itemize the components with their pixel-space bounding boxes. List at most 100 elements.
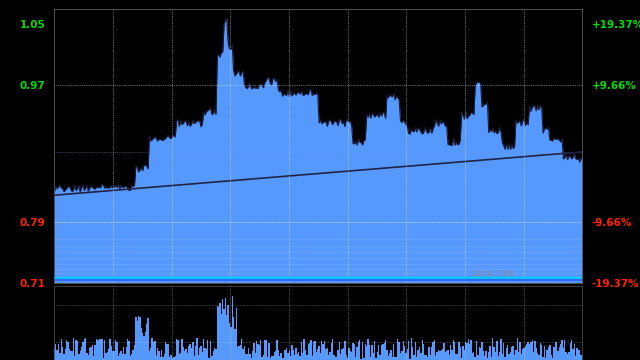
Bar xyxy=(292,350,294,360)
Bar xyxy=(370,357,371,360)
Bar xyxy=(195,346,196,360)
Bar xyxy=(77,341,78,360)
Bar xyxy=(540,343,541,360)
Bar xyxy=(463,350,465,360)
Bar xyxy=(439,351,440,360)
Bar xyxy=(141,328,142,360)
Bar xyxy=(107,352,108,360)
Bar xyxy=(239,345,241,360)
Bar xyxy=(145,332,146,360)
Bar xyxy=(530,342,531,360)
Bar xyxy=(362,342,363,360)
Bar xyxy=(510,352,511,360)
Bar xyxy=(180,353,181,360)
Bar xyxy=(226,315,227,360)
Bar xyxy=(101,339,102,360)
Bar xyxy=(474,357,476,360)
Bar xyxy=(417,350,419,360)
Bar xyxy=(325,349,326,360)
Bar xyxy=(423,344,424,360)
Bar xyxy=(138,316,140,360)
Bar xyxy=(243,349,244,360)
Bar xyxy=(252,351,253,360)
Bar xyxy=(143,336,145,360)
Bar xyxy=(534,341,536,360)
Bar xyxy=(363,357,365,360)
Bar xyxy=(348,348,349,360)
Bar xyxy=(316,352,317,360)
Bar xyxy=(506,347,507,360)
Bar xyxy=(451,350,452,360)
Bar xyxy=(216,306,218,360)
Bar xyxy=(283,358,284,360)
Bar xyxy=(173,356,175,360)
Bar xyxy=(152,338,153,360)
Bar xyxy=(426,355,427,360)
Bar xyxy=(442,349,444,360)
Bar xyxy=(189,343,191,360)
Bar xyxy=(115,340,116,360)
Bar xyxy=(346,355,347,360)
Bar xyxy=(476,341,477,360)
Bar xyxy=(488,352,490,360)
Bar xyxy=(67,342,68,360)
Bar xyxy=(175,356,176,360)
Bar xyxy=(58,344,59,360)
Bar xyxy=(106,353,107,360)
Bar xyxy=(420,354,422,360)
Bar xyxy=(347,358,348,360)
Bar xyxy=(310,340,312,360)
Bar xyxy=(276,340,278,360)
Bar xyxy=(549,345,550,360)
Bar xyxy=(320,354,321,360)
Bar xyxy=(419,347,420,360)
Bar xyxy=(165,342,166,360)
Bar xyxy=(244,346,245,360)
Bar xyxy=(555,342,556,360)
Bar xyxy=(468,339,469,360)
Bar xyxy=(205,348,207,360)
Bar xyxy=(113,351,115,360)
Bar xyxy=(154,341,156,360)
Bar xyxy=(567,354,568,360)
Bar xyxy=(548,347,549,360)
Bar xyxy=(81,347,82,360)
Bar xyxy=(56,350,58,360)
Bar xyxy=(253,343,255,360)
Bar xyxy=(312,356,313,360)
Bar xyxy=(337,350,339,360)
Bar xyxy=(227,305,229,360)
Bar xyxy=(181,339,182,360)
Bar xyxy=(458,342,460,360)
Bar xyxy=(413,355,415,360)
Bar xyxy=(518,352,519,360)
Bar xyxy=(260,340,261,360)
Bar xyxy=(212,351,214,360)
Bar xyxy=(531,340,533,360)
Bar xyxy=(537,353,538,360)
Bar xyxy=(434,340,435,360)
Bar xyxy=(124,354,125,360)
Bar xyxy=(68,348,70,360)
Bar xyxy=(576,348,578,360)
Bar xyxy=(356,347,358,360)
Bar xyxy=(550,355,552,360)
Bar xyxy=(473,351,474,360)
Bar xyxy=(232,296,233,360)
Bar xyxy=(62,347,63,360)
Bar xyxy=(377,352,378,360)
Bar xyxy=(302,353,303,360)
Bar xyxy=(291,345,292,360)
Bar xyxy=(424,355,426,360)
Bar xyxy=(572,349,573,360)
Bar xyxy=(365,345,366,360)
Bar xyxy=(354,345,355,360)
Bar xyxy=(275,351,276,360)
Bar xyxy=(170,355,172,360)
Bar xyxy=(492,338,493,360)
Bar xyxy=(570,343,571,360)
Bar xyxy=(122,354,123,360)
Bar xyxy=(378,345,380,360)
Bar xyxy=(503,343,504,360)
Bar xyxy=(382,344,383,360)
